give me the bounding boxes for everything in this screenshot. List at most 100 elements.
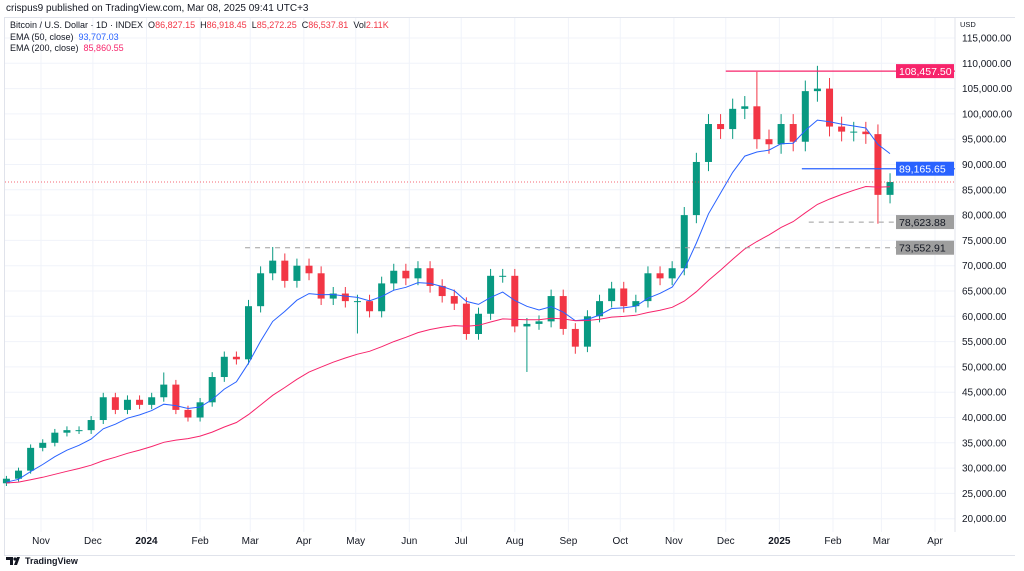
candle-body <box>63 430 71 433</box>
x-tick-label: Oct <box>613 536 629 547</box>
x-tick-label: Dec <box>84 536 102 547</box>
candle-body <box>547 296 555 322</box>
y-tick-label: 60,000.00 <box>962 312 1007 323</box>
candle-body <box>99 397 107 421</box>
y-tick-label: 80,000.00 <box>962 211 1007 222</box>
candle-body <box>801 91 809 142</box>
candle-body <box>390 270 398 284</box>
candle-body <box>426 268 434 286</box>
candle-body <box>523 323 531 327</box>
candle-body <box>583 316 591 347</box>
candle-body <box>220 356 228 378</box>
open-label: O <box>148 20 156 30</box>
candle-body <box>838 126 846 132</box>
y-tick-label: 70,000.00 <box>962 261 1007 272</box>
y-tick-label: 55,000.00 <box>962 337 1007 348</box>
x-tick-label: Apr <box>296 536 312 547</box>
candle-body <box>257 273 265 307</box>
close-value: 86,537.81 <box>308 20 349 30</box>
ema200-label: EMA (200, close) <box>10 43 79 53</box>
tradingview-logo[interactable]: TradingView <box>6 556 78 566</box>
candle-body <box>281 260 289 281</box>
y-tick-label: 30,000.00 <box>962 464 1007 475</box>
candle-body <box>535 321 543 324</box>
y-tick-label: 115,000.00 <box>962 34 1012 45</box>
candle-body <box>886 182 894 195</box>
tradingview-logo-icon <box>6 557 20 565</box>
candle-body <box>850 131 858 133</box>
candle-body <box>51 432 59 443</box>
x-tick-label: Sep <box>560 536 578 547</box>
candle-body <box>148 397 156 405</box>
candle-body <box>729 108 737 130</box>
y-tick-label: 100,000.00 <box>962 109 1012 120</box>
candle-body <box>813 88 821 92</box>
candle-body <box>39 442 47 448</box>
candle-body <box>27 447 35 471</box>
currency-label[interactable]: USD <box>960 20 976 29</box>
x-tick-label: Mar <box>242 536 260 547</box>
candle-body <box>305 265 313 274</box>
candle-body <box>668 268 676 279</box>
ema50-row[interactable]: EMA (50, close) 93,707.03 <box>10 32 389 44</box>
symbol-name[interactable]: Bitcoin / U.S. Dollar · 1D · INDEX <box>10 20 144 30</box>
candle-body <box>753 106 761 140</box>
candle-body <box>75 430 83 432</box>
volume-label: Vol <box>353 20 366 30</box>
volume-value: 2.11K <box>365 20 389 30</box>
level-price-label: 108,457.50 <box>899 66 952 78</box>
x-tick-label: Apr <box>927 536 943 547</box>
candle-body <box>136 399 144 405</box>
ema200-line <box>6 185 891 484</box>
candle-body <box>353 301 361 303</box>
level-price-tag <box>896 215 954 230</box>
candle-body <box>184 409 192 418</box>
ema50-line <box>6 119 891 483</box>
candle-body <box>208 377 216 403</box>
candle-body <box>450 296 458 304</box>
x-tick-label: Nov <box>32 536 50 547</box>
high-value: 86,918.45 <box>206 20 247 30</box>
candle-body <box>474 313 482 335</box>
ema200-row[interactable]: EMA (200, close) 85,860.55 <box>10 43 389 55</box>
candle-body <box>329 293 337 299</box>
y-tick-label: 85,000.00 <box>962 185 1007 196</box>
candle-body <box>741 106 749 109</box>
y-tick-label: 110,000.00 <box>962 59 1012 70</box>
x-tick-label: Jun <box>401 536 417 547</box>
brand-name: TradingView <box>25 556 78 566</box>
level-price-label: 89,165.65 <box>899 164 946 176</box>
level-price-label: 73,552.91 <box>899 243 946 255</box>
candle-body <box>620 288 628 307</box>
candle-body <box>571 328 579 347</box>
x-tick-label: 2024 <box>135 536 158 547</box>
candle-body <box>172 384 180 410</box>
open-value: 86,827.15 <box>155 20 196 30</box>
candle-body <box>438 285 446 297</box>
ohlc-row: Bitcoin / U.S. Dollar · 1D · INDEX O86,8… <box>10 20 389 32</box>
y-tick-label: 45,000.00 <box>962 388 1007 399</box>
close-label: C <box>301 20 309 30</box>
x-tick-label: Nov <box>665 536 683 547</box>
y-tick-label: 95,000.00 <box>962 135 1007 146</box>
y-tick-label: 20,000.00 <box>962 514 1007 525</box>
low-value: 85,272.25 <box>256 20 297 30</box>
level-price-tag <box>896 64 954 79</box>
chart-frame <box>4 17 1015 556</box>
candle-body <box>777 124 785 145</box>
y-tick-label: 40,000.00 <box>962 413 1007 424</box>
y-tick-label: 90,000.00 <box>962 160 1007 171</box>
candle-body <box>317 273 325 299</box>
x-tick-label: Aug <box>506 536 524 547</box>
candle-body <box>826 88 834 127</box>
candle-body <box>704 124 712 162</box>
y-tick-label: 25,000.00 <box>962 489 1007 500</box>
x-tick-label: 2025 <box>768 536 791 547</box>
candle-body <box>874 134 882 195</box>
candle-body <box>656 273 664 279</box>
candle-body <box>111 397 119 410</box>
y-tick-label: 50,000.00 <box>962 362 1007 373</box>
x-tick-label: Dec <box>717 536 735 547</box>
candle-body <box>862 131 870 135</box>
